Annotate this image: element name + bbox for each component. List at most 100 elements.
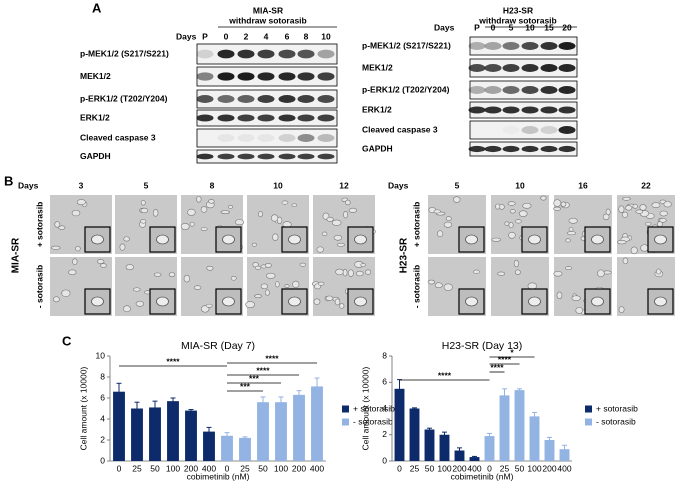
blot-strip: [196, 128, 338, 148]
cell-line-label: H23-SR: [399, 237, 410, 273]
significance-label: ****: [498, 354, 512, 364]
protein-label: p-ERK1/2 (T202/Y204): [362, 84, 450, 94]
cell: [508, 222, 514, 229]
significance-label: ****: [256, 365, 270, 375]
band: [297, 114, 315, 122]
cell: [515, 269, 521, 275]
lane-label: 2: [244, 31, 249, 41]
x-tick-label: 25: [132, 463, 142, 473]
significance-label: ****: [438, 370, 452, 380]
cell: [200, 206, 208, 213]
days-label: Days: [388, 180, 409, 190]
band: [558, 145, 576, 153]
bar: [484, 436, 495, 461]
band: [317, 95, 335, 103]
cell: [632, 203, 638, 209]
x-tick-label: 200: [184, 463, 198, 473]
significance-label: *: [510, 347, 514, 357]
band: [237, 72, 255, 81]
band: [558, 42, 576, 50]
cell: [597, 269, 605, 278]
band: [278, 153, 296, 160]
cell: [571, 295, 581, 302]
x-tick-label: 100: [274, 463, 288, 473]
band: [297, 95, 315, 103]
cell: [355, 270, 364, 277]
band: [502, 145, 520, 153]
lane-label: 6: [285, 31, 290, 41]
band: [237, 95, 255, 103]
lane-label: 10: [321, 31, 331, 41]
cell: [663, 201, 672, 208]
bar: [239, 437, 251, 461]
cell: [153, 272, 162, 277]
cell: [522, 202, 532, 209]
cell: [568, 227, 574, 232]
band: [217, 114, 235, 122]
y-tick-label: 2: [382, 429, 387, 439]
bar: [311, 386, 323, 461]
cell: [291, 203, 297, 208]
band: [521, 86, 539, 94]
cell: [245, 301, 255, 309]
cell: [617, 239, 627, 245]
bar: [559, 449, 570, 461]
days-label: Days: [176, 31, 197, 41]
band: [217, 95, 235, 103]
cell: [508, 231, 516, 239]
cell: [208, 199, 215, 204]
band: [237, 134, 255, 142]
significance-label: ****: [166, 356, 180, 366]
cell: [433, 209, 441, 214]
cell: [58, 225, 66, 230]
day-label: 8: [210, 180, 215, 190]
y-axis-label: Cell amount (x 10000): [78, 367, 88, 451]
bar: [203, 431, 215, 461]
cell: [333, 234, 343, 241]
inset-cell: [91, 234, 104, 245]
cell: [645, 221, 652, 226]
cell-line-label: MIA-SR: [11, 237, 22, 273]
x-tick-label: 0: [487, 463, 492, 473]
cell: [518, 210, 528, 217]
band: [297, 72, 315, 81]
band: [196, 72, 214, 81]
cell: [265, 262, 272, 268]
y-tick-label: 6: [382, 377, 387, 387]
band: [317, 153, 335, 160]
band: [540, 106, 558, 114]
inset-cell: [528, 296, 541, 307]
bar: [469, 457, 480, 461]
band: [278, 95, 296, 103]
bar: [185, 410, 197, 461]
cell: [276, 216, 283, 224]
cell: [270, 214, 279, 222]
band: [540, 126, 558, 134]
x-tick-label: 25: [500, 463, 510, 473]
y-axis-label: Cell amount (x 10000): [360, 367, 370, 451]
cell: [68, 269, 77, 276]
cell: [342, 268, 348, 277]
band: [237, 49, 255, 59]
day-label: 10: [273, 180, 283, 190]
inset: [458, 288, 485, 315]
cell: [630, 246, 638, 255]
cell: [200, 227, 208, 232]
cell: [656, 221, 663, 228]
cell: [51, 245, 61, 250]
y-tick-label: 0: [382, 455, 387, 465]
cell: [281, 200, 289, 205]
cell: [52, 296, 60, 303]
band: [196, 49, 214, 59]
lane-label: 8: [304, 31, 309, 41]
band: [317, 134, 335, 142]
cell-line: H23-SR: [503, 5, 533, 15]
band: [257, 134, 275, 142]
cell: [622, 257, 629, 265]
cell: [123, 305, 131, 313]
lane-label: P: [474, 22, 480, 32]
panel-label: B: [4, 173, 13, 188]
inset: [84, 226, 111, 253]
cell: [72, 258, 78, 265]
cell: [335, 268, 344, 276]
